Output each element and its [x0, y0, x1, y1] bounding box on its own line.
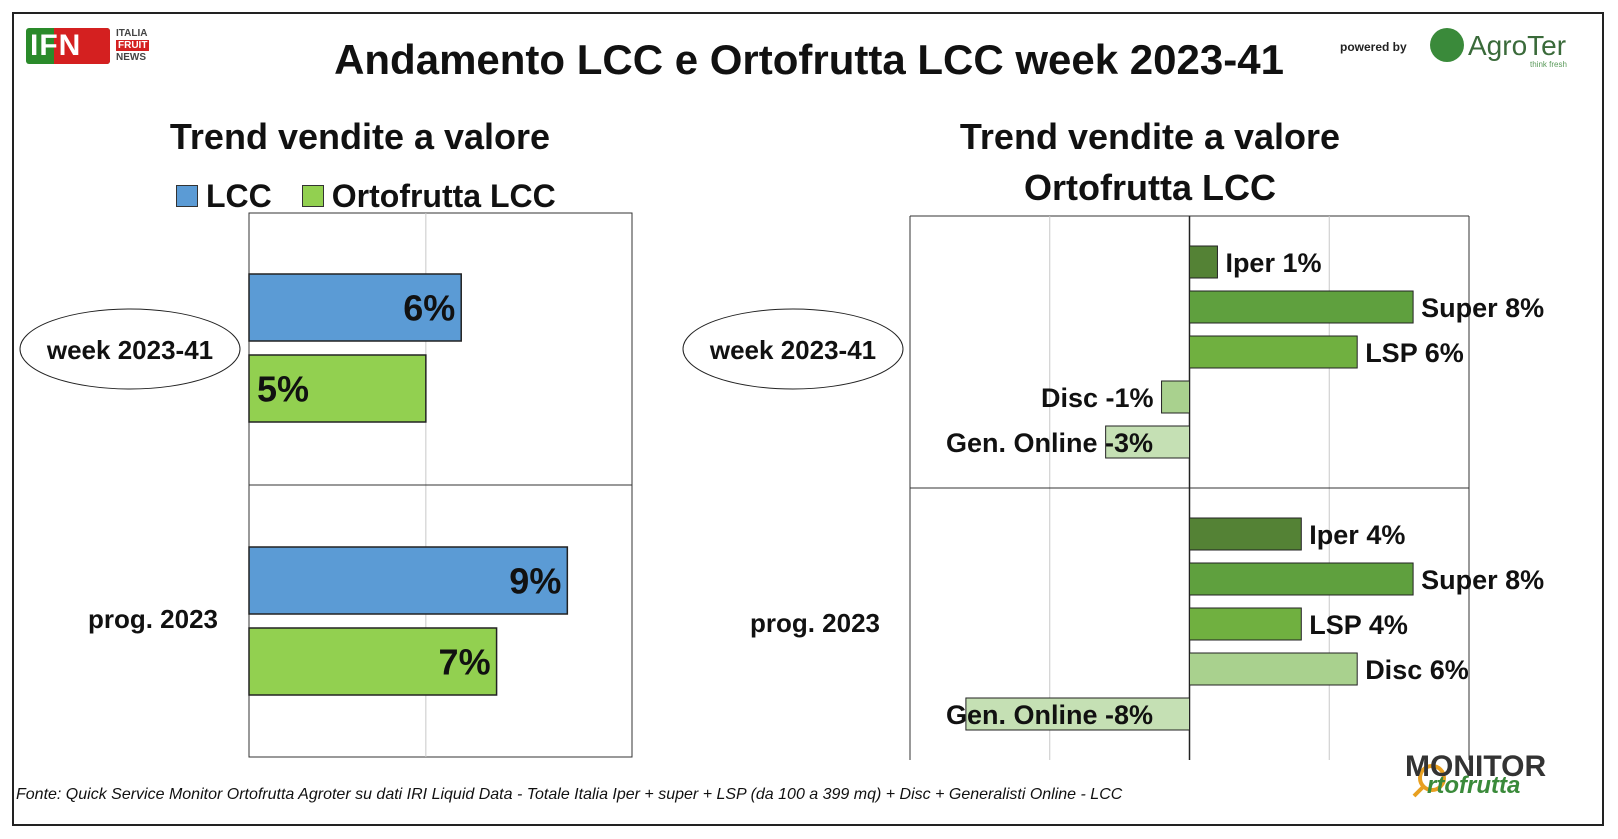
main-title: Andamento LCC e Ortofrutta LCC week 2023… [334, 36, 1284, 83]
right-bar-disc-0 [1161, 380, 1191, 414]
left-category-highlight [19, 308, 241, 390]
right-bar-label-lsp-1: LSP 4% [1309, 610, 1408, 640]
legend-item-lcc: LCC [176, 178, 272, 215]
right-chart-title-line2: Ortofrutta LCC [1024, 167, 1276, 208]
figure-frame [12, 12, 1604, 826]
agroter-logo-text: AgroTer [1468, 30, 1567, 61]
right-bar-label-iper-0: Iper 1% [1225, 248, 1321, 278]
tree-icon [1430, 28, 1464, 62]
monitor-logo-bottom: rtofrutta [1427, 772, 1521, 799]
legend-label-ortofrutta: Ortofrutta LCC [331, 177, 556, 214]
ifn-sub-italia: ITALIA [116, 28, 148, 39]
ifn-sub-fruit: FRUIT [116, 40, 150, 51]
right-bar-gen-online-0 [1105, 425, 1191, 459]
left-bar-lcc-1 [248, 546, 569, 615]
magnifier-icon [1418, 764, 1446, 792]
ifn-logo-text: IFN [30, 29, 82, 62]
right-bar-super-1 [1189, 562, 1414, 596]
ifn-logo-red [54, 28, 110, 64]
agroter-logo-subtext: think fresh [1530, 60, 1567, 69]
right-bar-label-super-0: Super 8% [1421, 293, 1544, 323]
right-bar-label-gen-online-0: Gen. Online -3% [946, 428, 1153, 458]
monitor-logo-top: MONITOR [1405, 750, 1547, 783]
left-bar-label-ortofrutta-0: 5% [257, 369, 309, 410]
right-bar-iper-0 [1189, 245, 1218, 279]
left-chart-legend: LCC Ortofrutta LCC [176, 178, 586, 214]
right-bar-gen-online-1 [965, 697, 1191, 731]
right-category-label-1: prog. 2023 [750, 608, 880, 638]
left-chart-title: Trend vendite a valore [169, 116, 551, 157]
monitor-ortofrutta-logo: MONITOR rtofrutta [1405, 750, 1565, 800]
magnifier-handle [1412, 784, 1426, 798]
right-chart-title-line1: Trend vendite a valore [959, 116, 1341, 157]
left-bar-ortofrutta-1 [248, 627, 498, 696]
right-bar-label-gen-online-1: Gen. Online -8% [946, 700, 1153, 730]
source-note: Fonte: Quick Service Monitor Ortofrutta … [16, 786, 1123, 803]
legend-item-ortofrutta: Ortofrutta LCC [301, 177, 556, 215]
right-bar-lsp-0 [1189, 335, 1358, 369]
left-bar-label-ortofrutta-1: 7% [439, 642, 491, 683]
legend-label-lcc: LCC [206, 177, 272, 214]
left-bar-label-lcc-1: 9% [509, 561, 561, 602]
ifn-logo-subtext: ITALIA FRUIT NEWS [116, 28, 150, 64]
left-bar-label-lcc-0: 6% [403, 288, 455, 329]
powered-by-text: powered by [1340, 40, 1407, 54]
left-category-label-1: prog. 2023 [88, 604, 218, 634]
right-bar-label-iper-1: Iper 4% [1309, 520, 1405, 550]
right-bar-lsp-1 [1189, 607, 1302, 641]
right-bar-label-super-1: Super 8% [1421, 565, 1544, 595]
left-bar-lcc-0 [248, 273, 462, 342]
right-bar-super-0 [1189, 290, 1414, 324]
right-bar-label-disc-0: Disc -1% [1041, 383, 1154, 413]
ifn-logo: IFN ITALIA FRUIT NEWS [26, 28, 171, 68]
ifn-sub-news: NEWS [116, 52, 146, 63]
right-category-label-0: week 2023-41 [709, 335, 876, 365]
left-category-label-0: week 2023-41 [46, 335, 213, 365]
right-bar-disc-1 [1189, 652, 1358, 686]
right-bar-label-lsp-0: LSP 6% [1365, 338, 1464, 368]
legend-swatch-lcc [176, 185, 198, 207]
legend-swatch-ortofrutta [301, 185, 324, 207]
right-category-highlight [682, 308, 904, 390]
left-bar-ortofrutta-0 [248, 354, 427, 423]
right-bar-label-disc-1: Disc 6% [1365, 655, 1469, 685]
agroter-logo: AgroTer think fresh [1430, 28, 1580, 69]
right-bar-iper-1 [1189, 517, 1302, 551]
